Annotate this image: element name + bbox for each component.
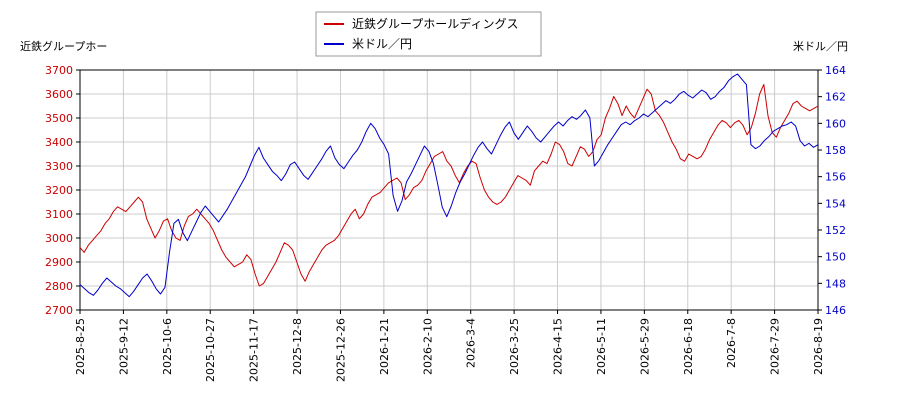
left-tick-label: 3500: [45, 112, 73, 125]
left-tick-label: 3700: [45, 64, 73, 77]
left-tick-label: 3100: [45, 208, 73, 221]
x-tick-label: 2026-2-10: [421, 318, 434, 375]
x-tick-label: 2025-8-25: [74, 318, 87, 375]
right-tick-label: 152: [825, 224, 846, 237]
x-tick-label: 2025-12-8: [291, 318, 304, 375]
ticks-layer: 2700 2800 2900 3000 3100 3200 3300 3400 3500 3600…: [45, 64, 846, 382]
legend-label-usdjpy: 米ドル／円: [352, 37, 412, 51]
legend-box: [315, 11, 542, 57]
x-tick-label: 2026-6-18: [682, 318, 695, 375]
x-tick-label: 2026-1-21: [378, 318, 391, 375]
left-tick-label: 3400: [45, 136, 73, 149]
x-tick-label: 2026-3-25: [508, 318, 521, 375]
x-tick-label: 2026-5-11: [595, 318, 608, 375]
right-tick-label: 150: [825, 251, 846, 264]
x-tick-label: 2025-10-27: [204, 318, 217, 382]
left-tick-label: 2700: [45, 304, 73, 317]
series-line-kintetsu: [79, 83, 819, 287]
left-tick-label: 3300: [45, 160, 73, 173]
series-line-usdjpy: [79, 73, 819, 298]
left-tick-label: 3200: [45, 184, 73, 197]
x-tick-label: 2026-4-15: [552, 318, 565, 375]
left-tick-label: 3000: [45, 232, 73, 245]
legend: 近鉄グループホールディングス 米ドル／円: [315, 11, 542, 57]
right-tick-label: 154: [825, 197, 846, 210]
x-tick-label: 2025-9-12: [117, 318, 130, 375]
right-tick-label: 156: [825, 171, 846, 184]
x-tick-label: 2026-8-19: [812, 318, 825, 375]
right-axis-title: 米ドル／円: [793, 40, 848, 53]
x-tick-label: 2026-7-29: [769, 318, 782, 375]
right-tick-label: 148: [825, 277, 846, 290]
x-tick-label: 2025-11-17: [248, 318, 261, 382]
x-tick-label: 2026-5-29: [638, 318, 651, 375]
right-tick-label: 158: [825, 144, 846, 157]
left-tick-label: 2800: [45, 280, 73, 293]
right-tick-label: 146: [825, 304, 846, 317]
right-tick-label: 160: [825, 117, 846, 130]
left-tick-label: 2900: [45, 256, 73, 269]
series-layer: [79, 73, 819, 298]
legend-label-kintetsu: 近鉄グループホールディングス: [352, 16, 518, 31]
left-axis-title: 近鉄グループホー: [20, 39, 107, 53]
x-tick-label: 2025-10-6: [161, 318, 174, 375]
x-tick-label: 2026-7-8: [725, 318, 738, 368]
right-tick-label: 164: [825, 64, 846, 77]
left-tick-label: 3600: [45, 88, 73, 101]
x-tick-label: 2026-3-4: [465, 318, 478, 368]
x-tick-label: 2025-12-26: [334, 318, 347, 382]
right-tick-label: 162: [825, 91, 846, 104]
